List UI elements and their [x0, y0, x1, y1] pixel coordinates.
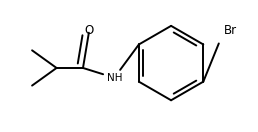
Text: NH: NH	[107, 73, 122, 83]
Text: Br: Br	[224, 24, 237, 37]
Text: O: O	[84, 24, 93, 37]
